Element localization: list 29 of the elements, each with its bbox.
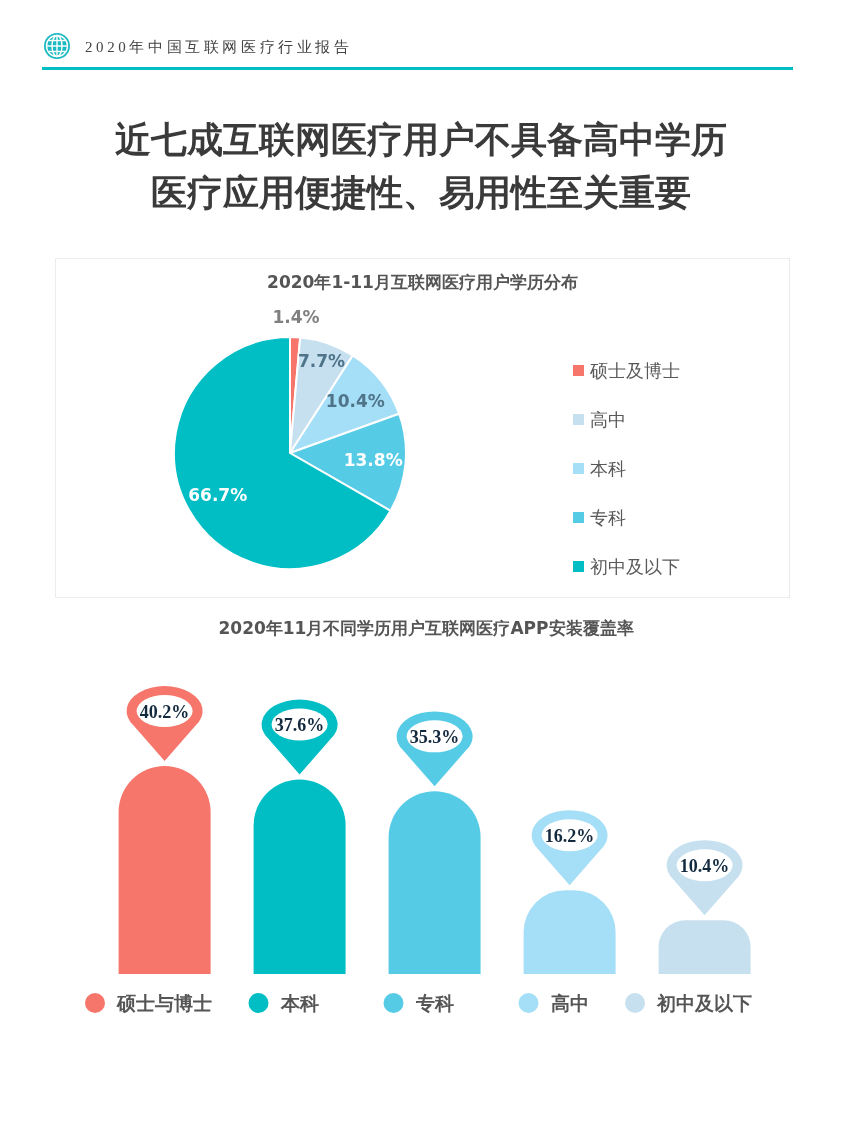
legend-label: 初中及以下 — [590, 554, 680, 579]
legend-label: 高中 — [590, 407, 626, 432]
text: 近七成互联网医疗用户不具备高中学历 — [115, 118, 727, 162]
legend-label: 硕士及博士 — [590, 358, 680, 383]
data-label: 10.4% — [679, 856, 730, 877]
data-label: 1.4% — [272, 307, 320, 328]
legend-label: 专科 — [590, 505, 626, 530]
x-tick-label: 高中 — [550, 992, 589, 1014]
data-label: 10.4% — [325, 390, 385, 411]
chart-title: 2020年11月不同学历用户互联网医疗APP安装覆盖率 — [217, 617, 635, 639]
bar — [658, 920, 751, 974]
text: 2020年中国互联网医疗行业报告 — [85, 38, 353, 57]
bar — [118, 766, 211, 974]
bar — [253, 779, 346, 974]
data-label: 40.2% — [139, 702, 190, 722]
data-label: 16.2% — [544, 826, 595, 847]
bar — [388, 791, 481, 974]
legend-label: 本科 — [590, 456, 626, 481]
data-label: 7.7% — [297, 350, 346, 371]
data-label: 35.3% — [409, 727, 460, 748]
x-tick-label: 专科 — [414, 992, 454, 1014]
text: 医疗应用便捷性、易用性至关重要 — [151, 171, 691, 215]
chart-title: 2020年1-11月互联网医疗用户学历分布 — [266, 271, 579, 293]
data-label: 66.7% — [188, 484, 248, 505]
x-tick-label: 初中及以下 — [656, 992, 752, 1014]
data-label: 13.8% — [343, 450, 403, 471]
x-tick-label: 硕士与博士 — [116, 992, 212, 1014]
data-label: 37.6% — [274, 715, 325, 736]
x-tick-label: 本科 — [279, 992, 319, 1014]
